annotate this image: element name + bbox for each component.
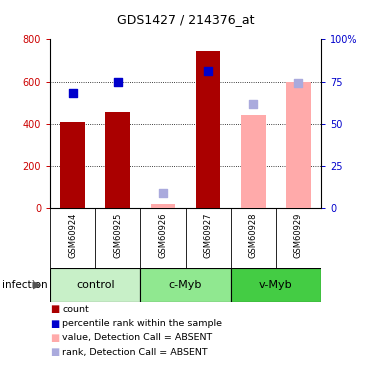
Text: c-Myb: c-Myb (169, 280, 202, 290)
Text: GSM60926: GSM60926 (158, 213, 167, 258)
Text: ■: ■ (50, 304, 59, 314)
Bar (105, 112, 130, 208)
Text: GSM60925: GSM60925 (113, 213, 122, 258)
Bar (140, 268, 231, 302)
Bar (286, 82, 311, 208)
Text: value, Detection Call = ABSENT: value, Detection Call = ABSENT (62, 333, 213, 342)
Text: GSM60924: GSM60924 (68, 213, 77, 258)
Point (205, 68, 211, 74)
Text: count: count (62, 305, 89, 314)
Point (295, 80, 301, 86)
Point (250, 100, 256, 106)
Text: GSM60929: GSM60929 (294, 213, 303, 258)
Bar (151, 204, 175, 208)
Bar (196, 51, 220, 208)
Text: GDS1427 / 214376_at: GDS1427 / 214376_at (117, 13, 254, 26)
Text: infection: infection (2, 280, 47, 290)
Text: GSM60927: GSM60927 (204, 213, 213, 258)
Text: ■: ■ (50, 333, 59, 343)
Bar (50, 268, 140, 302)
Bar (231, 268, 321, 302)
Text: percentile rank within the sample: percentile rank within the sample (62, 319, 222, 328)
Text: ■: ■ (50, 347, 59, 357)
Point (115, 79, 121, 85)
Text: v-Myb: v-Myb (259, 280, 293, 290)
Text: rank, Detection Call = ABSENT: rank, Detection Call = ABSENT (62, 348, 208, 357)
Text: GSM60928: GSM60928 (249, 213, 258, 258)
Point (160, 190, 166, 196)
Point (70, 90, 76, 96)
Text: control: control (76, 280, 115, 290)
Bar (241, 116, 266, 208)
Text: ■: ■ (50, 319, 59, 328)
Bar (60, 122, 85, 208)
Text: ▶: ▶ (33, 280, 41, 290)
